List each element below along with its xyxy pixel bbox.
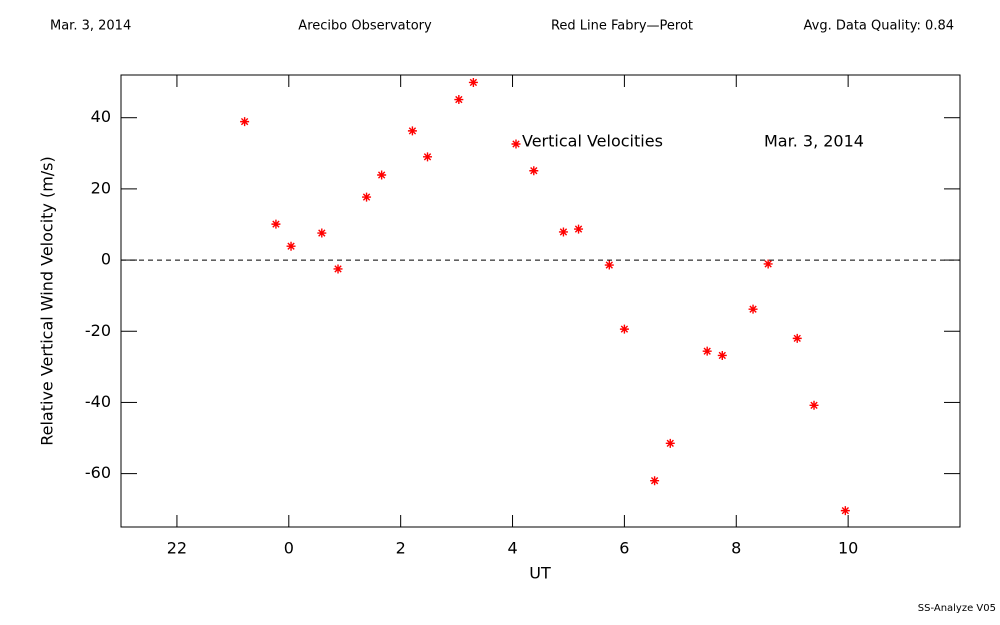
- x-tick-label: 22: [167, 539, 187, 558]
- x-tick-label: 0: [284, 539, 294, 558]
- y-tick-label: -40: [85, 392, 111, 411]
- legend-marker: [511, 139, 521, 149]
- data-point: [407, 126, 417, 136]
- header-instrument: Red Line Fabry—Perot: [551, 19, 693, 34]
- data-point: [362, 192, 372, 202]
- x-tick-label: 6: [619, 539, 629, 558]
- data-point: [717, 350, 727, 360]
- data-point: [619, 324, 629, 334]
- y-axis-label: Relative Vertical Wind Velocity (m/s): [38, 156, 57, 446]
- y-tick-label: 0: [101, 250, 111, 269]
- data-point: [840, 506, 850, 516]
- data-point: [333, 264, 343, 274]
- legend-label: Vertical Velocities: [522, 132, 663, 151]
- plot-frame: [120, 74, 961, 528]
- data-point: [748, 304, 758, 314]
- header-date: Mar. 3, 2014: [50, 19, 131, 34]
- data-point: [286, 241, 296, 251]
- data-point: [604, 260, 614, 270]
- data-point: [574, 224, 584, 234]
- data-point: [650, 476, 660, 486]
- footer: SS-Analyze V05: [918, 603, 996, 614]
- annotation: Mar. 3, 2014: [764, 132, 864, 151]
- x-tick-label: 10: [838, 539, 858, 558]
- data-point: [271, 219, 281, 229]
- y-tick-label: 20: [91, 178, 111, 197]
- header-quality: Avg. Data Quality: 0.84: [804, 19, 954, 34]
- data-point: [792, 333, 802, 343]
- y-tick-label: -60: [85, 463, 111, 482]
- data-point: [317, 228, 327, 238]
- data-point: [423, 152, 433, 162]
- x-tick-label: 4: [507, 539, 517, 558]
- data-point: [377, 170, 387, 180]
- data-point: [809, 400, 819, 410]
- y-tick-label: -20: [85, 321, 111, 340]
- data-point: [454, 95, 464, 105]
- data-point: [468, 77, 478, 87]
- header-site: Arecibo Observatory: [298, 19, 432, 34]
- data-point: [702, 346, 712, 356]
- x-tick-label: 2: [396, 539, 406, 558]
- data-point: [240, 117, 250, 127]
- x-axis-label: UT: [529, 564, 551, 583]
- data-point: [763, 259, 773, 269]
- data-point: [558, 227, 568, 237]
- data-point: [529, 166, 539, 176]
- x-tick-label: 8: [731, 539, 741, 558]
- data-point: [665, 438, 675, 448]
- y-tick-label: 40: [91, 107, 111, 126]
